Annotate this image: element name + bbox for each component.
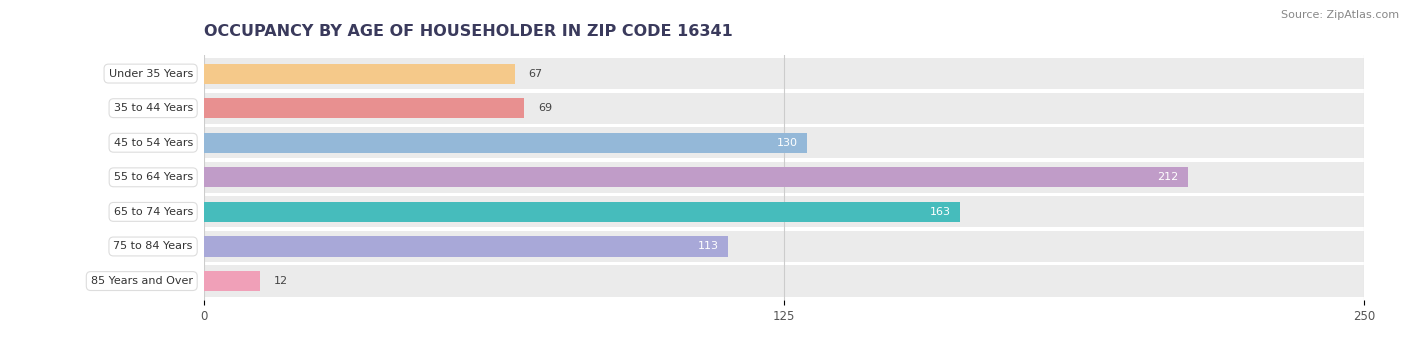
Text: 163: 163 <box>929 207 950 217</box>
Bar <box>204 196 1364 227</box>
Text: 35 to 44 Years: 35 to 44 Years <box>114 103 193 113</box>
Bar <box>204 167 1188 187</box>
Text: 67: 67 <box>529 69 543 78</box>
Bar <box>204 127 1364 158</box>
Bar <box>204 271 260 291</box>
Text: 12: 12 <box>273 276 288 286</box>
Bar <box>204 58 1364 89</box>
Bar <box>204 162 1364 193</box>
Text: 65 to 74 Years: 65 to 74 Years <box>114 207 193 217</box>
Text: 212: 212 <box>1157 172 1178 182</box>
Bar <box>204 202 960 222</box>
Bar <box>204 98 524 118</box>
Text: 113: 113 <box>697 241 718 251</box>
Bar <box>204 93 1364 124</box>
Text: Source: ZipAtlas.com: Source: ZipAtlas.com <box>1281 10 1399 20</box>
Text: 75 to 84 Years: 75 to 84 Years <box>114 241 193 251</box>
Text: 45 to 54 Years: 45 to 54 Years <box>114 138 193 148</box>
Bar <box>204 266 1364 297</box>
Text: 55 to 64 Years: 55 to 64 Years <box>114 172 193 182</box>
Text: Under 35 Years: Under 35 Years <box>108 69 193 78</box>
Text: 130: 130 <box>776 138 797 148</box>
Text: OCCUPANCY BY AGE OF HOUSEHOLDER IN ZIP CODE 16341: OCCUPANCY BY AGE OF HOUSEHOLDER IN ZIP C… <box>204 24 733 39</box>
Bar <box>204 63 515 84</box>
Bar <box>204 231 1364 262</box>
Text: 69: 69 <box>538 103 553 113</box>
Bar <box>204 236 728 256</box>
Text: 85 Years and Over: 85 Years and Over <box>91 276 193 286</box>
Bar <box>204 133 807 153</box>
